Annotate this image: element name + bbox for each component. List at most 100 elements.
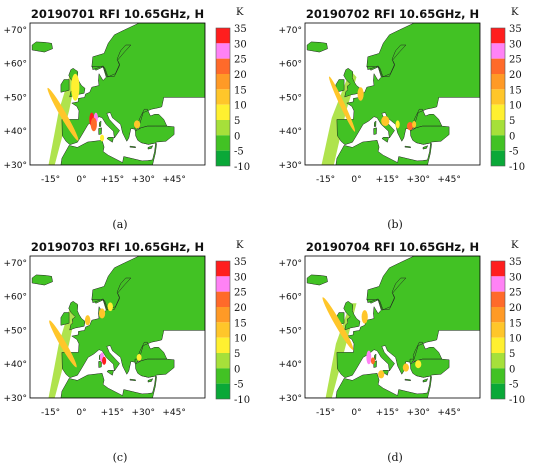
colorbar-bin: [491, 307, 505, 323]
y-tick-label: +70°: [4, 259, 28, 269]
map-layer: [30, 256, 205, 398]
colorbar-tick-label: 0: [509, 364, 515, 375]
y-tick-label: +50°: [279, 93, 303, 103]
x-tick-label: 0°: [76, 408, 86, 418]
map-frame: [29, 22, 206, 166]
rfi-hotspot: [357, 87, 364, 101]
colorbar-bin: [491, 368, 505, 384]
x-tick-label: 0°: [351, 408, 361, 418]
colorbar-tick-label: 15: [509, 318, 522, 329]
land-ireland: [60, 79, 70, 93]
land-corsica: [373, 353, 377, 360]
colorbar-tick-label: 30: [234, 39, 247, 50]
colorbar-tick-label: -10: [234, 162, 250, 173]
map-panel-c: 20190703 RFI 10.65GHz, H -15° 0° +15° +30° +…: [0, 233, 275, 466]
colorbar-tick-label: 10: [234, 334, 247, 345]
colorbar-tick-label: 10: [234, 101, 247, 112]
colorbar-bin: [491, 74, 505, 90]
colorbar-bin: [216, 150, 230, 166]
land-sardinia: [98, 127, 102, 135]
panel-title: 20190701 RFI 10.65GHz, H: [30, 7, 205, 21]
map-frame: [304, 22, 481, 166]
y-tick-label: +40°: [4, 127, 28, 137]
colorbar-tick-label: 30: [234, 272, 247, 283]
panel-caption: (a): [112, 218, 128, 231]
colorbar-tick-label: 0: [509, 131, 515, 142]
rfi-hotspot: [412, 121, 417, 128]
colorbar-tick-label: 30: [509, 39, 522, 50]
rfi-hotspot: [361, 310, 368, 324]
colorbar-bin: [491, 261, 505, 277]
rfi-hotspot: [136, 354, 142, 361]
land-iceland: [306, 274, 328, 286]
colorbar-unit: K: [236, 7, 244, 18]
rfi-hotspot: [415, 360, 422, 369]
colorbar-tick-label: 35: [234, 24, 247, 35]
rfi-hotspot: [370, 357, 375, 365]
y-tick-label: +50°: [4, 93, 28, 103]
land-ireland: [335, 79, 345, 93]
panel-caption: (d): [387, 451, 403, 464]
land-cyprus: [422, 145, 429, 150]
x-tick-label: +45°: [437, 408, 461, 418]
map-layer: [30, 23, 205, 165]
x-tick-label: +15°: [101, 408, 125, 418]
colorbar-unit: K: [511, 240, 519, 251]
colorbar-bin: [491, 43, 505, 59]
colorbar-bin: [216, 43, 230, 59]
colorbar-tick-label: -5: [509, 147, 519, 158]
colorbar-bin: [491, 150, 505, 166]
x-tick-label: +45°: [162, 175, 186, 185]
colorbar-tick-label: 0: [234, 364, 240, 375]
land-europe: [61, 256, 205, 378]
colorbar-tick-label: 10: [509, 101, 522, 112]
x-tick-label: +45°: [437, 175, 461, 185]
x-tick-label: 0°: [351, 175, 361, 185]
colorbar-bin: [216, 383, 230, 399]
land-europe: [61, 23, 205, 145]
rfi-hotspot: [107, 302, 113, 312]
map-layer: [305, 23, 480, 165]
map-frame: [304, 255, 481, 399]
rfi-hotspot: [378, 370, 385, 379]
land-crete: [404, 145, 411, 149]
colorbar-tick-label: 35: [509, 24, 522, 35]
colorbar-tick-label: 5: [234, 116, 240, 127]
colorbar-bin: [216, 135, 230, 151]
land-cyprus: [147, 145, 154, 150]
land-anatolia: [135, 125, 175, 145]
colorbar-tick-label: 10: [509, 334, 522, 345]
colorbar-tick-label: 15: [509, 85, 522, 96]
land-sicily: [106, 370, 114, 376]
y-tick-label: +60°: [4, 60, 28, 70]
colorbar-frame: [215, 260, 231, 400]
rfi-hotspot: [381, 115, 390, 127]
land-scandinavia: [366, 277, 407, 311]
colorbar-bin: [216, 261, 230, 277]
colorbar-bin: [491, 58, 505, 74]
x-tick-label: 0°: [76, 175, 86, 185]
colorbar-frame: [490, 260, 506, 400]
rfi-hotspot: [395, 120, 400, 129]
map-frame: [29, 255, 206, 399]
rfi-hotspot: [366, 350, 372, 365]
colorbar-tick-label: 35: [234, 257, 247, 268]
colorbar-bin: [491, 120, 505, 136]
colorbar-frame: [215, 27, 231, 167]
land-scandinavia: [91, 44, 132, 78]
y-tick-label: +70°: [279, 259, 303, 269]
y-tick-label: +70°: [279, 26, 303, 36]
land-anatolia: [135, 358, 175, 378]
rfi-hotspot: [98, 308, 106, 319]
rfi-hotspot: [329, 76, 356, 132]
rfi-hotspot: [90, 117, 97, 132]
colorbar-tick-label: 25: [234, 55, 247, 66]
colorbar-tick-label: -10: [509, 395, 525, 406]
rfi-hotspot: [49, 320, 77, 368]
y-tick-label: +50°: [279, 326, 303, 336]
colorbar-bin: [216, 307, 230, 323]
colorbar-tick-label: 20: [234, 303, 247, 314]
rfi-hotspot: [133, 120, 141, 129]
colorbar-unit: K: [236, 240, 244, 251]
colorbar-bin: [216, 291, 230, 307]
